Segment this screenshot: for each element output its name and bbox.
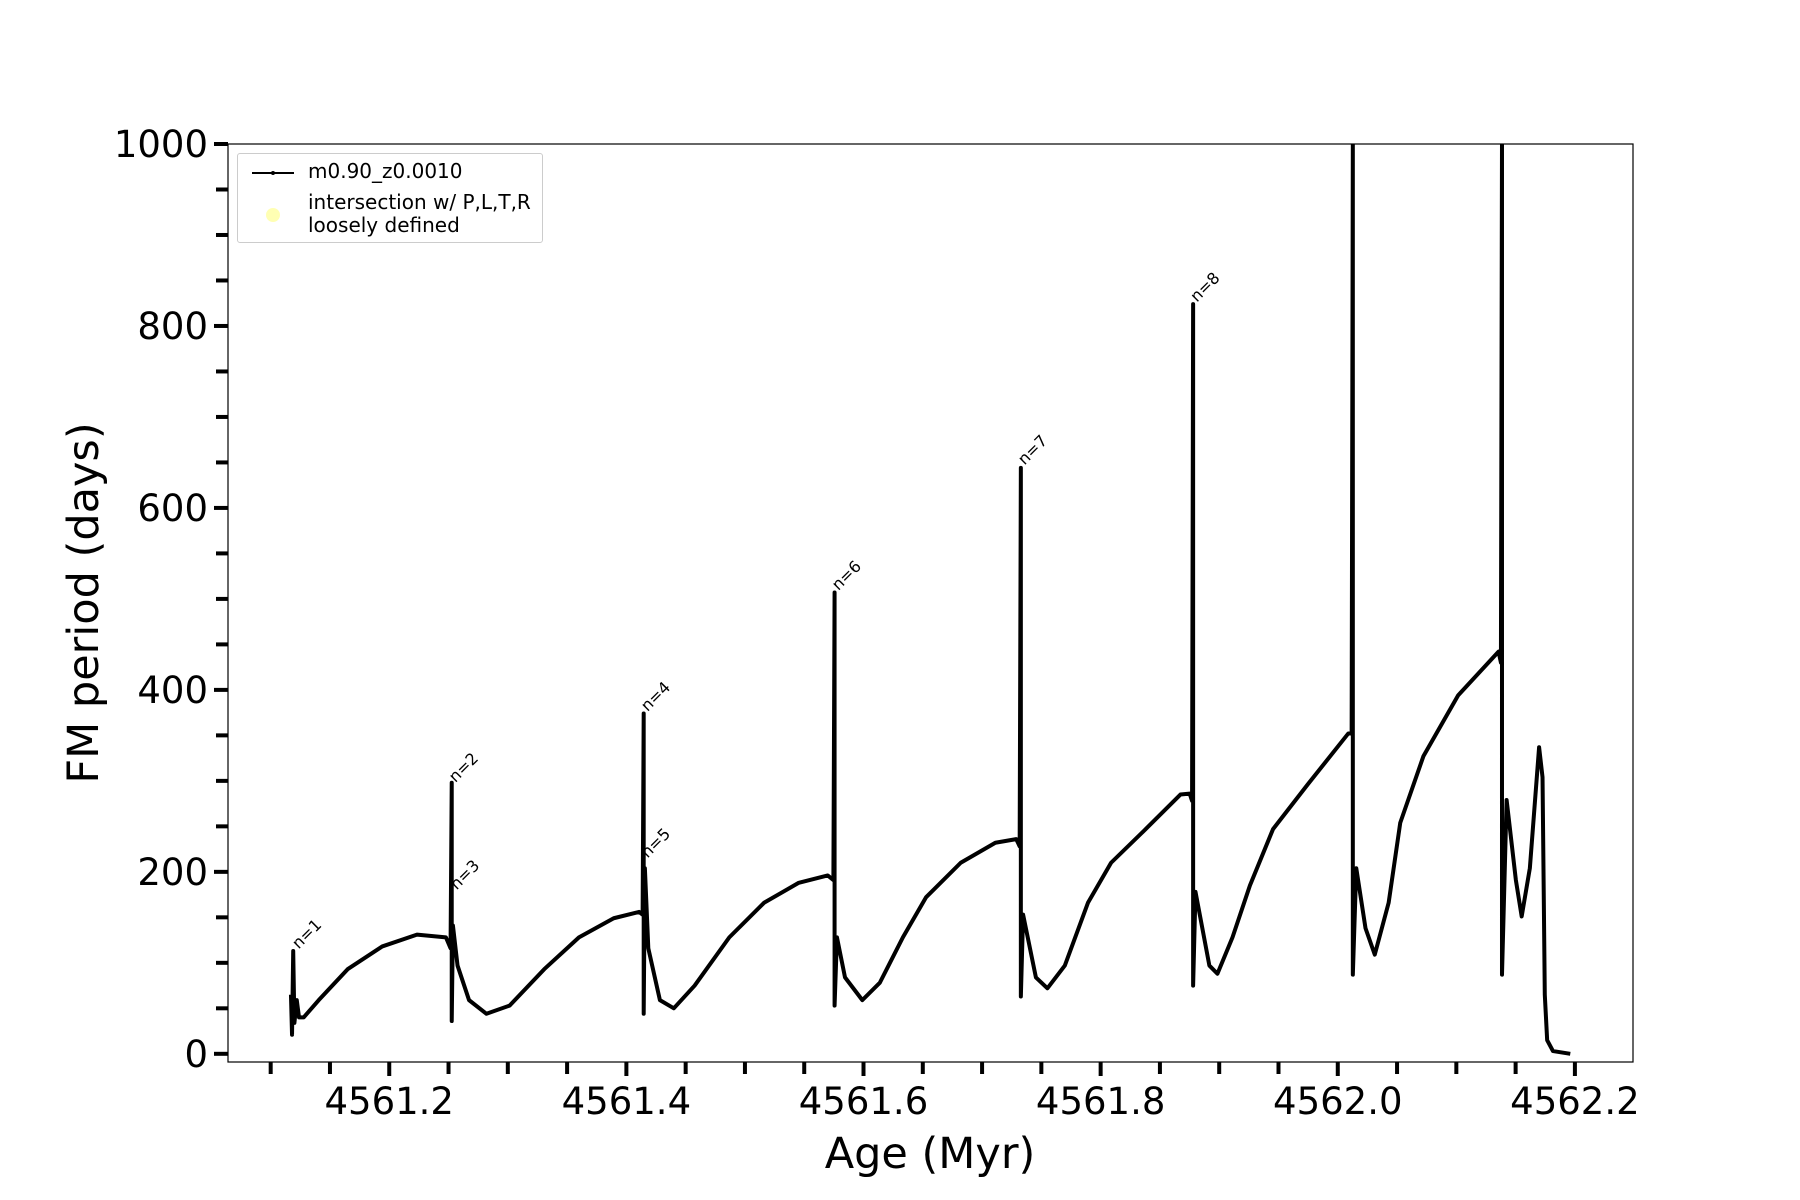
y-axis-label: FM period (days) <box>59 422 109 783</box>
annotation: n=1 <box>288 915 325 952</box>
legend-swatch <box>252 170 294 175</box>
plot-frame <box>227 143 1634 1063</box>
annotation: n=6 <box>828 557 865 594</box>
y-tick-label: 1000 <box>114 123 208 166</box>
data-line <box>288 144 1571 1056</box>
x-axis-label: Age (Myr) <box>825 1129 1036 1179</box>
plot-area <box>288 144 1571 1056</box>
legend-marker <box>271 170 275 175</box>
x-tick-label: 4562.0 <box>1273 1080 1402 1123</box>
legend-label: m0.90_z0.0010 <box>308 159 463 183</box>
x-tick-label: 4561.2 <box>325 1080 454 1123</box>
y-tick-label: 600 <box>137 487 208 530</box>
legend-label: intersection w/ P,L,T,R loosely defined <box>308 190 531 237</box>
y-tick-label: 0 <box>184 1033 208 1076</box>
y-tick-label: 200 <box>137 851 208 894</box>
x-tick-label: 4561.6 <box>799 1080 928 1123</box>
annotation: n=7 <box>1014 431 1051 468</box>
x-tick-label: 4561.8 <box>1036 1080 1165 1123</box>
annotation: n=2 <box>445 749 482 786</box>
legend: m0.90_z0.0010 intersection w/ P,L,T,R loo… <box>237 153 543 243</box>
annotation: n=8 <box>1186 268 1223 305</box>
y-tick-label: 800 <box>137 305 208 348</box>
x-tick-label: 4562.2 <box>1510 1080 1639 1123</box>
annotation: n=4 <box>637 678 674 715</box>
y-tick-label: 400 <box>137 669 208 712</box>
legend-marker <box>266 208 280 222</box>
legend-swatch <box>266 208 280 222</box>
x-tick-label: 4561.4 <box>562 1080 691 1123</box>
